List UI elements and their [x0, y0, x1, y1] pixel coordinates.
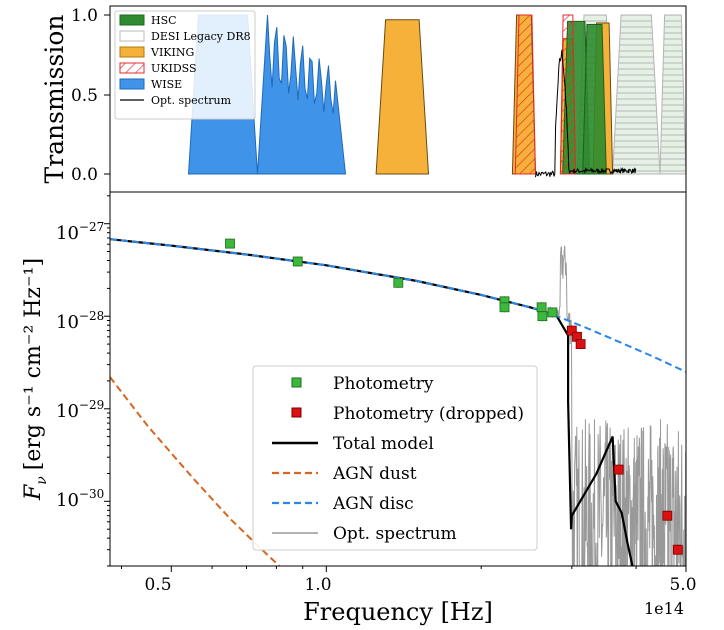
legend-label-agn-dust: AGN dust: [332, 464, 417, 484]
filter-curve-ukidss: [559, 14, 577, 175]
transmission-ytick-label: 1.0: [71, 6, 98, 26]
legend-swatch-hsc: [119, 14, 145, 26]
legend-swatch-ukidss: [119, 62, 145, 74]
transmission-ytick-2: 1.0: [71, 6, 110, 26]
filter-curve-desi-legacy-dr8-hatch: [660, 15, 686, 174]
series-line-agn-dust: [110, 376, 281, 566]
filter-curve-wise: [256, 14, 347, 175]
transmission-ytick-label: 0.5: [71, 86, 98, 106]
point-photometry: [225, 238, 235, 249]
legend-label-spectrum: Opt. spectrum: [333, 524, 457, 544]
legend-label-ukidss: UKIDSS: [151, 62, 197, 75]
sed-ytick-2: 10−29: [56, 398, 104, 422]
sed-legend: Photometry Photometry (dropped) Total mo…: [252, 365, 538, 551]
legend-label-wise: WISE: [151, 78, 182, 91]
point-photometry: [393, 277, 404, 288]
legend-label-desi: DESI Legacy DR8: [151, 30, 251, 43]
legend-marker-dropped: [291, 407, 302, 418]
transmission-ytick-label: 0.0: [71, 165, 98, 185]
sed-ytick-label: 10−30: [56, 487, 104, 511]
sed-xtick-2: 5.0: [669, 575, 696, 595]
legend-marker-photometry: [291, 377, 302, 388]
filter-curve-desi-legacy-dr8-hatch: [612, 15, 660, 174]
legend-label-dropped: Photometry (dropped): [333, 404, 524, 424]
sed-xtick-label: 5.0: [669, 575, 696, 595]
filter-curve-viking: [375, 19, 430, 175]
series-line-agn-disc: [110, 238, 686, 373]
transmission-opt-spectrum-line: [535, 49, 637, 178]
sed-x-axis-label: Frequency [Hz]: [303, 598, 493, 626]
legend-label-photometry: Photometry: [333, 374, 434, 394]
point-photometry-dropped-: [566, 325, 577, 336]
sed-xtick-0: 0.5: [144, 575, 171, 595]
point-photometry: [292, 256, 303, 267]
point-photometry: [499, 302, 510, 313]
legend-swatch-desi: [119, 30, 145, 42]
sed-xtick-label: 1.0: [304, 575, 331, 595]
transmission-ytick-0: 0.0: [71, 165, 110, 185]
legend-label-agn-disc: AGN disc: [332, 494, 414, 514]
point-photometry: [536, 302, 547, 313]
transmission-plot-area: [187, 14, 686, 178]
sed-yticks: 10−27 10−28 10−29 10−30: [56, 220, 104, 511]
legend-swatch-viking: [119, 46, 145, 58]
legend-swatch-wise: [119, 78, 145, 90]
transmission-legend: HSC DESI Legacy DR8 VIKING UKIDSS WISE O…: [114, 10, 256, 120]
filter-curve-ukidss: [514, 14, 537, 175]
sed-ytick-1: 10−28: [56, 309, 104, 333]
filter-curve-hsc: [582, 24, 607, 175]
sed-ytick-0: 10−27: [56, 220, 104, 244]
sed-ytick-3: 10−30: [56, 487, 104, 511]
sed-x-offset-label: 1e14: [644, 599, 684, 618]
sed-ytick-label: 10−28: [56, 309, 104, 333]
point-photometry: [547, 307, 558, 318]
transmission-panel: 0.0 0.5 1.0 Transmission HSC DESI Legacy…: [40, 5, 687, 193]
sed-ytick-label: 10−29: [56, 398, 104, 422]
transmission-axis-label: Transmission: [40, 15, 69, 184]
transmission-ytick-1: 0.5: [71, 86, 110, 106]
sed-y-axis-label: Fν[erg s⁻¹ cm⁻² Hz⁻¹]: [21, 258, 50, 501]
transmission-legend-box: [114, 10, 256, 120]
sed-ytick-label: 10−27: [56, 220, 104, 244]
legend-label-viking: VIKING: [150, 46, 194, 59]
point-photometry: [537, 311, 548, 322]
point-photometry-dropped-: [575, 339, 586, 350]
sed-plot-area: [110, 238, 686, 566]
point-photometry-dropped-: [613, 464, 624, 475]
legend-label-hsc: HSC: [151, 14, 177, 27]
sed-xtick-1: 1.0: [304, 575, 331, 595]
sed-xtick-label: 0.5: [144, 575, 171, 595]
point-photometry-dropped-: [662, 510, 673, 521]
sed-axes-frame: [109, 191, 687, 567]
point-photometry-dropped-: [672, 544, 683, 555]
legend-label-total: Total model: [333, 434, 434, 454]
legend-label-spectrum: Opt. spectrum: [151, 94, 232, 107]
sed-panel: 10−27 10−28 10−29 10−30 Fν[erg s⁻¹ cm⁻² …: [21, 191, 697, 626]
series-line-opt-spectrum: [549, 245, 686, 566]
sed-legend-box: [252, 365, 538, 551]
